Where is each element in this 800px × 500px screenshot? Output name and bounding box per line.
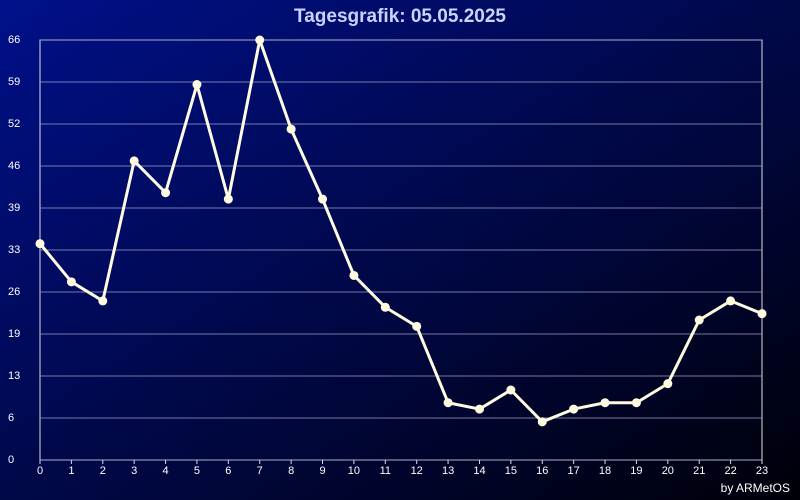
data-point <box>380 302 390 312</box>
x-tick-label: 14 <box>473 465 485 477</box>
data-point <box>506 385 516 395</box>
data-point <box>129 156 139 166</box>
x-tick-label: 10 <box>348 465 360 477</box>
data-point <box>286 124 296 134</box>
x-tick-label: 12 <box>411 465 423 477</box>
y-tick-label: 19 <box>8 328 20 340</box>
x-tick-label: 20 <box>662 465 674 477</box>
x-tick-label: 1 <box>68 465 74 477</box>
y-tick-label: 33 <box>8 244 20 256</box>
data-point <box>663 379 673 389</box>
data-point <box>223 194 233 204</box>
data-point <box>537 417 547 427</box>
data-point <box>318 194 328 204</box>
data-point <box>412 321 422 331</box>
data-point <box>757 309 767 319</box>
data-point <box>98 296 108 306</box>
y-tick-label: 39 <box>8 202 20 214</box>
x-tick-label: 13 <box>442 465 454 477</box>
x-tick-label: 21 <box>693 465 705 477</box>
data-point <box>694 315 704 325</box>
data-point <box>192 80 202 90</box>
y-tick-label: 6 <box>8 412 14 424</box>
data-point <box>66 277 76 287</box>
y-tick-label: 13 <box>8 370 20 382</box>
data-point <box>600 398 610 408</box>
y-tick-label: 52 <box>8 118 20 130</box>
x-tick-label: 2 <box>100 465 106 477</box>
x-tick-label: 4 <box>163 465 169 477</box>
data-point <box>726 296 736 306</box>
x-tick-label: 18 <box>599 465 611 477</box>
x-tick-label: 11 <box>380 465 391 477</box>
x-tick-label: 7 <box>257 465 263 477</box>
y-tick-label: 46 <box>8 160 20 172</box>
y-tick-label: 0 <box>8 454 14 466</box>
y-tick-label: 66 <box>8 34 20 46</box>
data-point <box>255 35 265 45</box>
x-tick-label: 0 <box>37 465 43 477</box>
x-tick-label: 17 <box>568 465 580 477</box>
data-point <box>161 188 171 198</box>
y-tick-label: 26 <box>8 286 20 298</box>
data-point <box>569 404 579 414</box>
data-point <box>631 398 641 408</box>
x-tick-label: 3 <box>131 465 137 477</box>
data-point <box>474 404 484 414</box>
x-tick-label: 8 <box>288 465 294 477</box>
y-tick-label: 59 <box>8 76 20 88</box>
x-tick-label: 22 <box>724 465 736 477</box>
data-point <box>443 398 453 408</box>
x-tick-label: 19 <box>630 465 642 477</box>
chart-title: Tagesgrafik: 05.05.2025 <box>294 6 506 27</box>
x-tick-label: 15 <box>505 465 517 477</box>
x-tick-label: 9 <box>319 465 325 477</box>
x-tick-label: 5 <box>194 465 200 477</box>
credit: by ARMetOS <box>721 481 790 495</box>
x-tick-label: 6 <box>225 465 231 477</box>
x-tick-label: 23 <box>756 465 768 477</box>
x-tick-label: 16 <box>536 465 548 477</box>
data-point <box>35 239 45 249</box>
data-point <box>349 270 359 280</box>
data-line <box>38 38 763 424</box>
